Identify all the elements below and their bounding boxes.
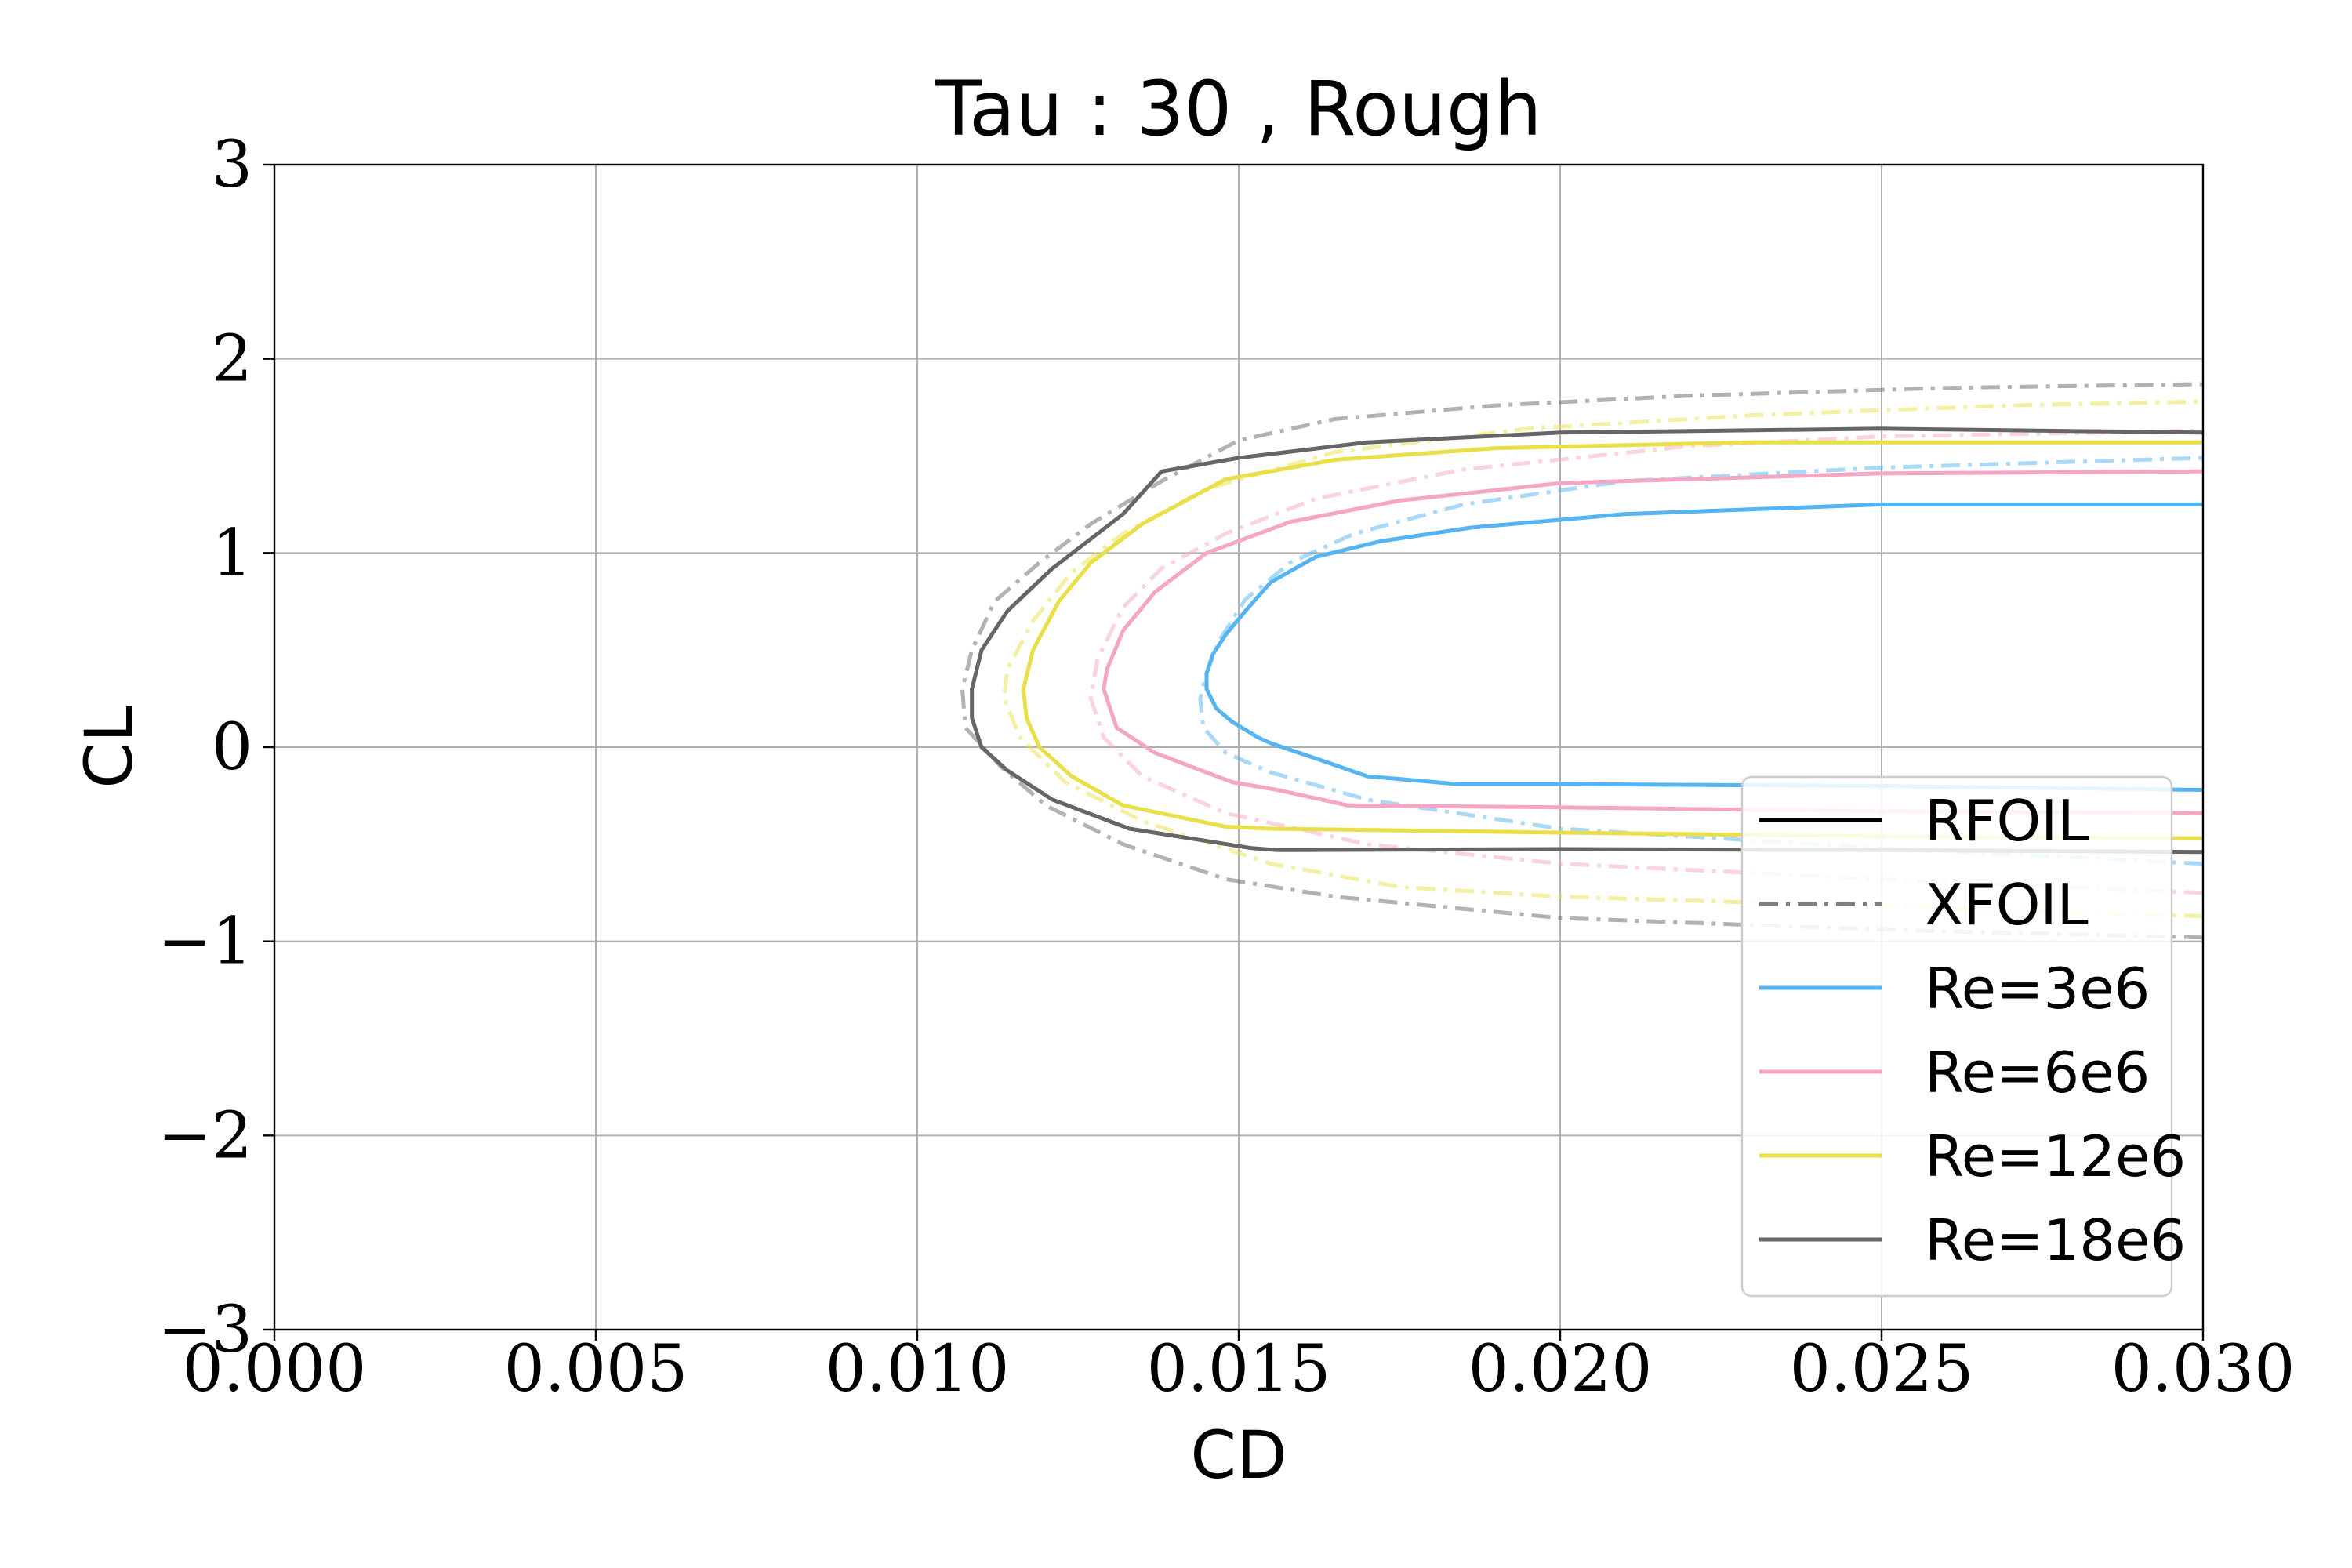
series-line-re12e6-rfoil: [1021, 440, 2203, 840]
x-tick-label: 0.005: [504, 1332, 688, 1406]
y-tick-label: −3: [158, 1293, 252, 1367]
x-tick-label: 0.030: [2111, 1332, 2296, 1406]
x-tick-label: 0.000: [183, 1332, 367, 1406]
x-tick-label: 0.015: [1147, 1332, 1331, 1406]
series-line-re12e6-xfoil: [1002, 399, 2203, 918]
y-tick-label: 2: [212, 322, 252, 397]
x-axis-label: CD: [1190, 1417, 1287, 1494]
plot-lines: [960, 382, 2203, 940]
legend-box: [1740, 775, 2173, 1298]
x-tick-label: 0.025: [1790, 1332, 1974, 1406]
series-line-re3e6-rfoil: [1204, 502, 2203, 792]
legend-label: Re=6e6: [1925, 1040, 2150, 1105]
legend-label: RFOIL: [1925, 788, 2089, 854]
y-tick-label: 1: [212, 516, 252, 590]
y-tick-label: 3: [212, 128, 252, 202]
y-tick-label: 0: [212, 710, 252, 785]
chart-title: Tau : 30 , Rough: [935, 65, 1541, 153]
series-line-re6e6-rfoil: [1102, 469, 2203, 815]
legend: RFOIL XFOIL Re=3e6 Re=6e6 Re=12e6 Re=18e6: [1740, 775, 2186, 1298]
x-tick-label: 0.010: [826, 1332, 1010, 1406]
legend-label: XFOIL: [1925, 872, 2089, 938]
x-tick-label: 0.020: [1468, 1332, 1653, 1406]
y-axis-label: CL: [71, 706, 147, 789]
y-tick-label: −1: [158, 905, 252, 979]
y-tick-label: −2: [158, 1098, 252, 1173]
axis-ticks: 0.000 0.005 0.010 0.015 0.020 0.025 0.030 −3 −2 −…: [158, 128, 2295, 1406]
legend-label: Re=18e6: [1925, 1207, 2186, 1273]
legend-label: Re=12e6: [1925, 1123, 2186, 1189]
legend-label: Re=3e6: [1925, 956, 2150, 1022]
series-line-re18e6-rfoil: [970, 426, 2203, 855]
